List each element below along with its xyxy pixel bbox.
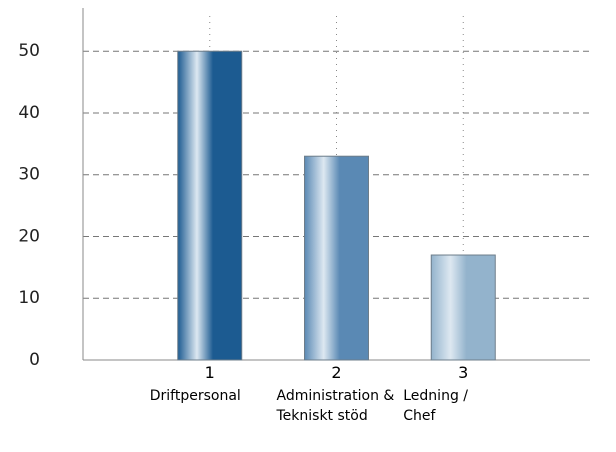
- bar: [430, 254, 496, 361]
- y-tick-label: 50: [18, 41, 40, 61]
- y-tick-label: 40: [18, 103, 40, 123]
- y-tick-label: 10: [18, 288, 40, 308]
- y-tick-label: 30: [18, 165, 40, 185]
- category-name: Driftpersonal: [149, 388, 241, 404]
- x-tick-label: 3: [458, 363, 469, 382]
- bar: [304, 155, 369, 361]
- category-name: Administration & Tekniskt stöd: [276, 388, 395, 424]
- y-tick-label: 20: [18, 226, 40, 246]
- bar: [177, 50, 243, 361]
- x-tick-label: 1: [204, 363, 215, 382]
- y-tick-label: 0: [29, 350, 40, 370]
- x-tick-label: 2: [331, 363, 342, 382]
- category-name: Ledning / Chef: [403, 388, 468, 424]
